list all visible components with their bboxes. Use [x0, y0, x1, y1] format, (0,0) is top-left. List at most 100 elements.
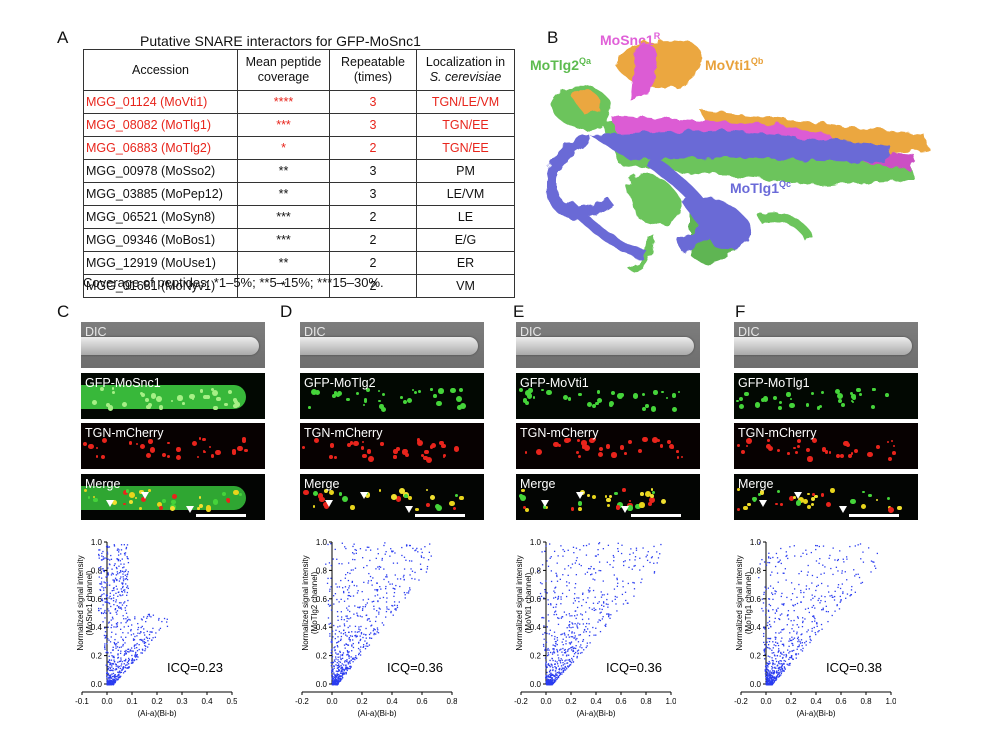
data-point [812, 615, 815, 617]
data-point [365, 634, 367, 636]
data-point [374, 595, 376, 597]
data-point [126, 544, 129, 546]
fluorescent-spot [587, 401, 593, 407]
data-point [381, 559, 383, 561]
data-point [101, 598, 103, 600]
data-point [550, 603, 552, 605]
data-point [355, 657, 358, 660]
data-point [870, 560, 873, 562]
data-point [609, 617, 611, 619]
data-point [778, 661, 780, 663]
data-point [832, 547, 834, 549]
data-point [614, 598, 616, 601]
fluorescent-spot [417, 439, 420, 442]
data-point [824, 596, 826, 598]
data-point [588, 587, 591, 589]
fluorescent-spot [853, 449, 858, 454]
data-point [386, 576, 388, 578]
data-point [795, 653, 797, 655]
data-point [573, 552, 575, 554]
data-point [417, 551, 419, 553]
data-point [364, 648, 367, 650]
data-point [560, 658, 562, 660]
data-point [138, 648, 140, 651]
data-point [774, 612, 776, 614]
data-point [359, 649, 361, 651]
data-point [146, 630, 148, 633]
motlg1-surface [545, 130, 890, 260]
data-point [555, 572, 557, 574]
fluorescent-spot [524, 507, 529, 512]
data-point [564, 648, 566, 651]
data-point [110, 636, 112, 638]
data-point [346, 654, 348, 656]
data-point [359, 629, 361, 631]
data-point [333, 647, 335, 649]
data-point [798, 583, 800, 586]
data-point [102, 558, 104, 560]
data-point [800, 639, 803, 641]
fluorescent-spot [121, 402, 128, 408]
data-point [124, 650, 126, 653]
data-point [641, 578, 643, 580]
data-point [555, 668, 557, 670]
data-point [416, 547, 418, 550]
data-point [134, 635, 136, 638]
x-tick-label: 0.5 [226, 697, 237, 706]
data-point [337, 626, 339, 628]
data-point [408, 544, 411, 547]
data-point [120, 606, 122, 609]
fluorescent-spot [627, 505, 633, 511]
data-point [872, 561, 874, 563]
data-point [820, 595, 823, 597]
data-point [345, 668, 347, 670]
fluorescent-spot [237, 445, 243, 452]
data-point [606, 598, 608, 601]
data-point [119, 578, 121, 580]
data-point [813, 626, 815, 629]
data-point [587, 567, 590, 570]
data-point [137, 626, 140, 629]
data-point [560, 598, 562, 600]
data-point [544, 647, 547, 649]
arrowhead-marker [759, 500, 767, 507]
data-point [103, 570, 106, 573]
data-point [862, 561, 865, 563]
data-point [112, 663, 114, 665]
data-point [106, 651, 108, 653]
data-point [557, 657, 560, 659]
data-point [555, 613, 558, 616]
data-point [427, 559, 430, 561]
data-point [772, 679, 775, 681]
arrowhead-marker [141, 492, 149, 499]
data-point [765, 664, 767, 667]
arrowhead-marker [405, 506, 413, 513]
channel-label: Merge [304, 477, 340, 491]
data-point [337, 680, 339, 682]
data-point [123, 626, 125, 628]
data-point [330, 577, 332, 579]
data-point [107, 669, 109, 671]
data-point [350, 656, 352, 658]
fluorescent-spot [786, 452, 790, 456]
data-point [559, 649, 561, 651]
data-point [111, 681, 114, 683]
data-point [348, 585, 351, 587]
data-point [850, 589, 853, 591]
data-point [600, 604, 603, 606]
data-point [562, 638, 564, 640]
data-point [569, 615, 571, 617]
table-row: MGG_06883 (MoTlg2) * 2 TGN/EE [83, 136, 515, 160]
data-point [831, 614, 833, 617]
red-panel-e: TGN-mCherry [516, 423, 700, 469]
data-point [606, 593, 609, 595]
data-point [366, 619, 369, 621]
data-point [548, 649, 550, 651]
scatter-plot-icq036: 0.00.20.40.60.81.0-0.2 0.0 0.2 0.4 0.6 0.8ICQ… [295, 538, 457, 718]
data-point [336, 682, 338, 684]
data-point [547, 652, 549, 654]
data-point [642, 565, 645, 568]
data-point [99, 583, 101, 585]
data-point [575, 639, 577, 641]
data-point [113, 545, 116, 547]
